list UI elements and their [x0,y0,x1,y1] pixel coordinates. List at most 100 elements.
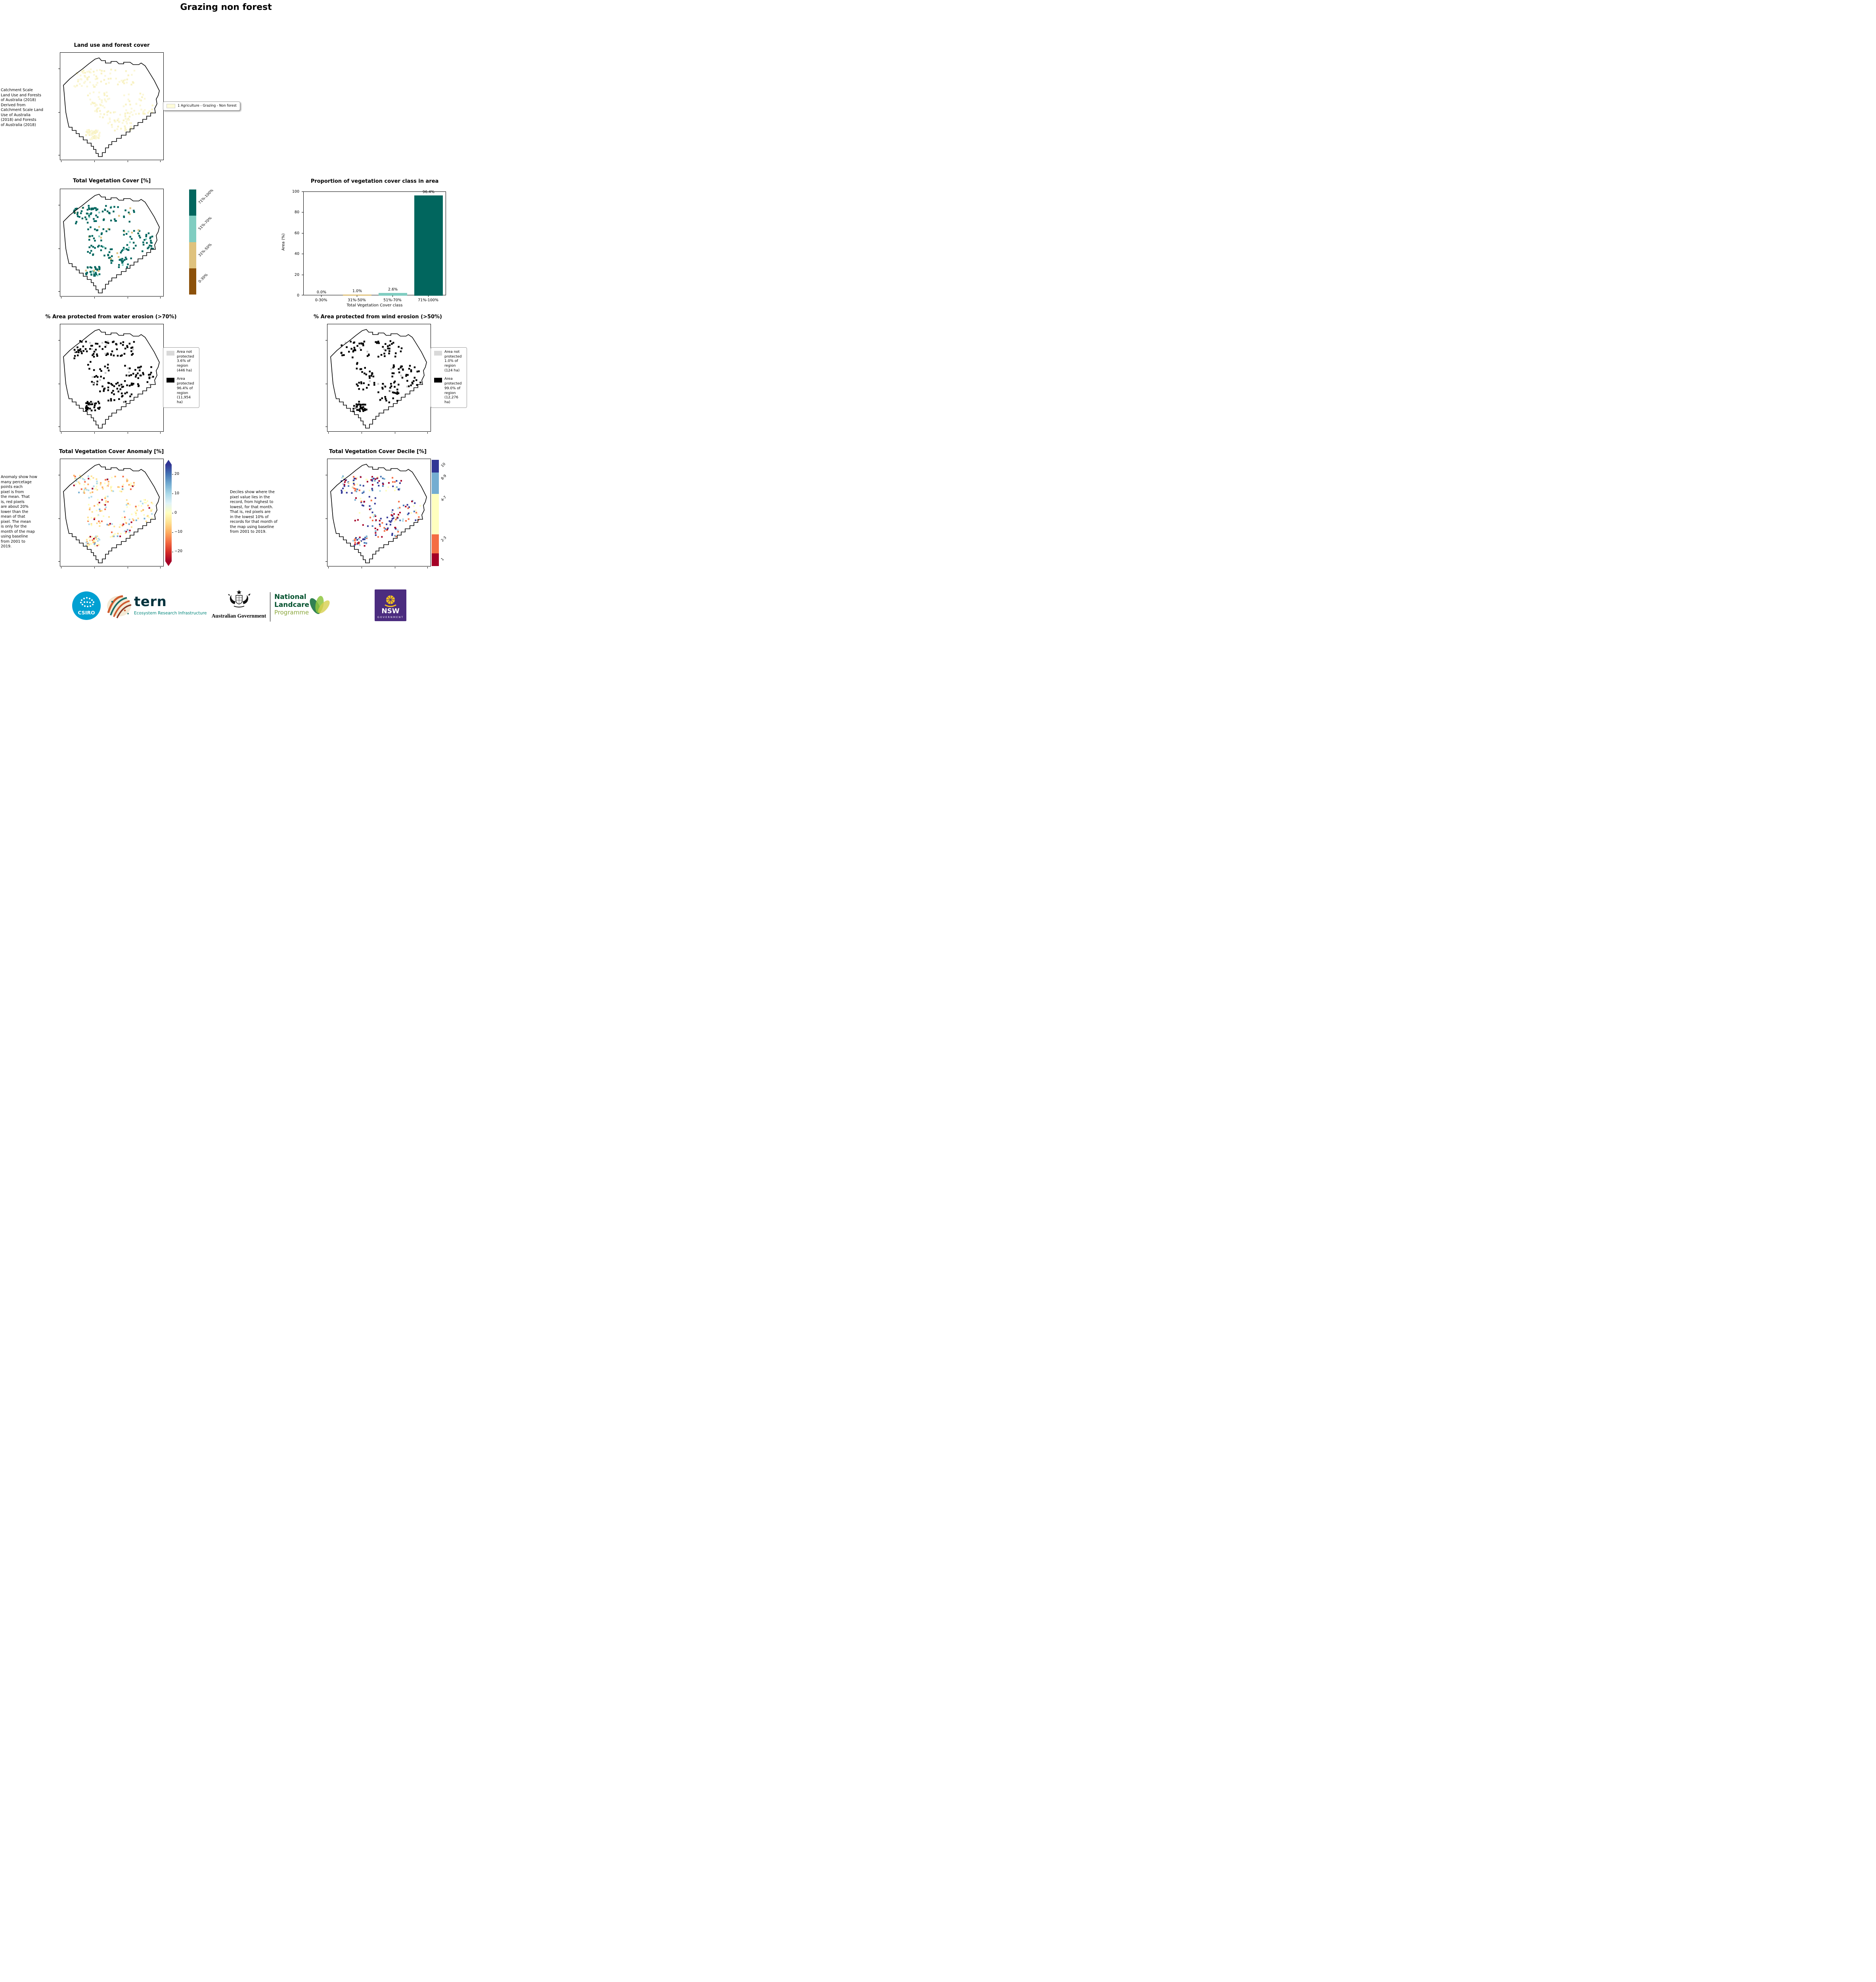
anomaly-map [58,459,164,568]
catchment-boundary [63,329,160,429]
landcare-leaves-icon [306,593,331,620]
bar-value-label: 96.4% [422,190,435,195]
bar [379,293,407,296]
legend-item: Area not protected 1.0% of region (124 h… [434,350,463,373]
y-tick-label: 60 [294,231,299,235]
landuse-legend-swatch [167,104,175,109]
veg-colorbar-label: 0-30% [198,273,209,284]
anomaly-note: Anomaly show how many percetage points e… [1,475,37,549]
landcare-logo: National Landcare Programme [274,593,309,616]
colorbar-tick-label: −10 [174,530,183,534]
wind-erosion-legend: Area not protected 1.0% of region (124 h… [431,347,467,408]
plot-area: 0.0% 1.0% 2.6% 96.4% [303,190,446,296]
australian-government-label: Australian Government [211,613,266,619]
wind-erosion-pixels [340,340,421,412]
axis-tick [160,161,161,162]
landuse-title: Land use and forest cover [74,42,150,48]
y-axis-label: Area (%) [281,233,286,251]
veg-colorbar-segment [189,242,196,268]
x-tick-label: 0-30% [315,298,327,302]
decile-map [325,459,431,568]
landuse-legend: 1 Agriculture - Grazing - Non forest [163,101,240,111]
anomaly-map-canvas [63,464,160,563]
bar-value-label: 0.0% [316,290,327,295]
x-tick [392,295,393,297]
not-protected-swatch [434,351,442,356]
axis-tick [325,561,327,562]
axis-tick [160,432,161,434]
axis-tick [325,518,327,519]
catchment-boundary [330,464,427,563]
protected-label: Area protected 96.4% of region (11,954 h… [177,377,194,404]
colorbar-gradient [165,465,172,561]
water-erosion-map [58,324,164,434]
x-tick [428,295,429,297]
veg-colorbar-label: 71%-100% [198,188,214,205]
not-protected-label: Area not protected 1.0% of region (124 h… [444,350,462,373]
decile-colorbar-segment [432,494,439,534]
colorbar-tick [172,532,173,533]
vegcover-pixels [73,205,154,277]
decile-colorbar-label: 1 [440,557,445,562]
colorbar-extend-down [165,561,172,566]
indigenous-artwork [105,593,133,621]
bar [414,195,443,296]
y-tick [302,191,303,192]
protected-label: Area protected 99.0% of region (12,276 h… [444,377,462,404]
x-tick [321,295,322,297]
report-page: Grazing non forest Land use and forest c… [0,0,469,626]
tern-subtitle: Ecosystem Research Infrastructure [134,611,207,616]
water-erosion-map-canvas [63,329,160,429]
x-tick-label: 51%-70% [383,298,402,302]
water-erosion-title: % Area protected from water erosion (>70… [45,314,177,320]
colorbar-tick-label: 10 [174,491,180,495]
catchment-boundary [63,194,160,293]
decile-colorbar-segment [432,553,439,566]
bar [343,295,371,296]
csiro-wordmark: CSIRO [78,610,95,616]
proportion-bar-chart: Proportion of vegetation cover class in … [281,178,469,310]
decile-map-canvas [330,464,427,563]
axis-tick [58,291,60,292]
landuse-note: Catchment Scale Land Use and Forests of … [1,88,44,127]
bar-value-label: 2.6% [388,287,398,292]
axis-tick [325,340,327,341]
x-axis-label: Total Vegetation Cover class [346,303,403,308]
axis-tick [94,161,95,162]
catchment-boundary [63,57,160,157]
y-axis: 0 20 40 60 80 100 [287,189,303,298]
veg-colorbar-segment [189,268,196,295]
decile-colorbar-label: 10 [440,462,447,469]
axis-tick [328,432,329,434]
vegcover-map-canvas [63,194,160,293]
vegcover-colorbar: 71%-100% 51%-70% 31%-50% 0-30% [189,188,221,295]
anomaly-pixels [73,474,153,547]
vegcover-map [58,189,164,298]
axis-tick [58,561,60,562]
landcare-line2: Landcare [274,601,310,609]
protected-swatch [434,378,442,383]
y-tick-label: 40 [294,252,299,256]
australian-coat-of-arms-icon [226,589,252,613]
axis-tick [94,432,95,434]
anomaly-colorbar: 20 10 0 −10 −20 [165,460,189,566]
bar-value-label: 1.0% [352,289,362,294]
wind-erosion-title: % Area protected from wind erosion (>50%… [314,314,442,320]
legend-item: Area protected 96.4% of region (11,954 h… [167,377,196,405]
veg-colorbar-segment [189,189,196,216]
axis-tick [427,432,428,434]
waratah-icon [385,595,396,607]
x-axis: 0-30% 31%-50% 51%-70% 71%-100% [303,295,446,307]
bar-chart-title: Proportion of vegetation cover class in … [310,178,439,184]
axis-tick [94,567,95,568]
axis-tick [160,297,161,298]
catchment-boundary [63,464,160,563]
csiro-logo: CSIRO [72,591,101,622]
veg-colorbar-label: 51%-70% [198,216,213,231]
colorbar-tick-label: 20 [174,471,180,476]
decile-colorbar-label: 8-9 [440,474,448,481]
axis-tick [58,340,60,341]
tern-wordmark: tern [134,594,167,610]
legend-item: Area protected 99.0% of region (12,276 h… [434,377,463,405]
decile-colorbar: 10 8-9 4-7 2-3 1 [432,460,459,566]
